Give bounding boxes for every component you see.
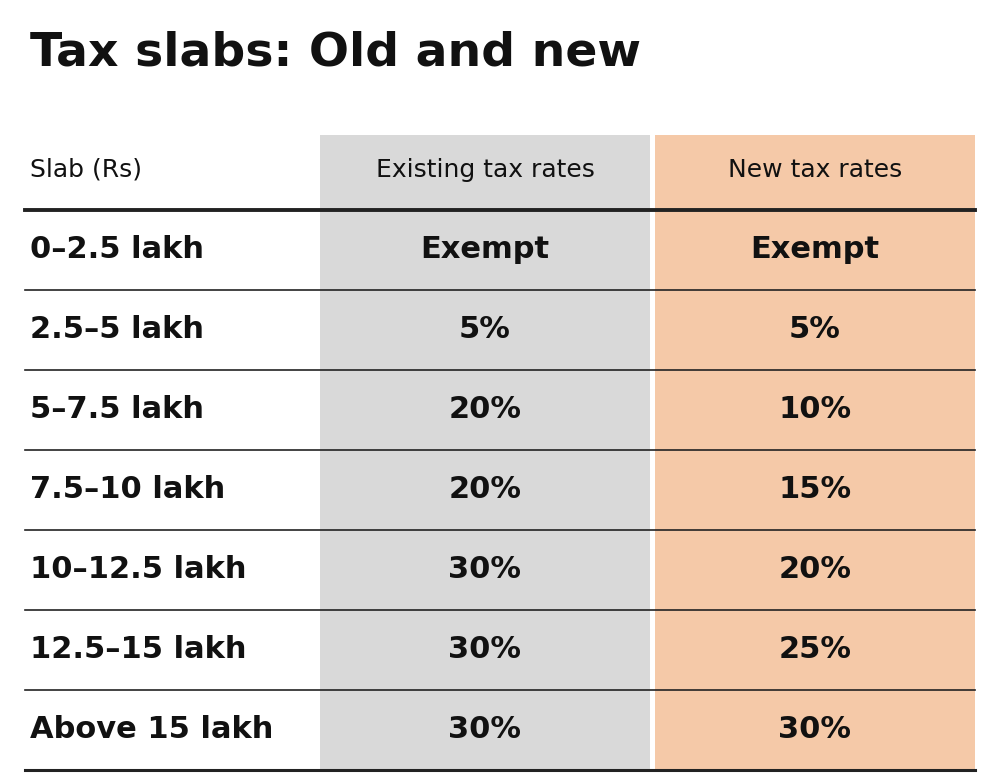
Text: 5–7.5 lakh: 5–7.5 lakh [30,396,204,424]
Text: 10–12.5 lakh: 10–12.5 lakh [30,556,246,584]
Text: 20%: 20% [448,396,522,424]
Text: 5%: 5% [789,316,841,344]
Text: Exempt: Exempt [750,235,880,265]
Text: 20%: 20% [778,556,852,584]
Text: 10%: 10% [778,396,852,424]
Bar [655,135,975,770]
Text: 20%: 20% [448,475,522,505]
Text: 30%: 30% [448,635,522,665]
Text: 30%: 30% [448,715,522,745]
Text: 12.5–15 lakh: 12.5–15 lakh [30,635,246,665]
Text: Existing tax rates: Existing tax rates [376,158,594,182]
Text: 30%: 30% [778,715,852,745]
Text: 30%: 30% [448,556,522,584]
Text: Exempt: Exempt [420,235,550,265]
Text: New tax rates: New tax rates [728,158,902,182]
Text: 25%: 25% [778,635,852,665]
Text: 15%: 15% [778,475,852,505]
Text: Slab (Rs): Slab (Rs) [30,158,142,182]
Text: 5%: 5% [459,316,511,344]
Bar [320,135,650,770]
Text: 2.5–5 lakh: 2.5–5 lakh [30,316,204,344]
Text: 7.5–10 lakh: 7.5–10 lakh [30,475,225,505]
Text: 0–2.5 lakh: 0–2.5 lakh [30,235,204,265]
Text: Above 15 lakh: Above 15 lakh [30,715,273,745]
Text: Tax slabs: Old and new: Tax slabs: Old and new [30,30,641,75]
